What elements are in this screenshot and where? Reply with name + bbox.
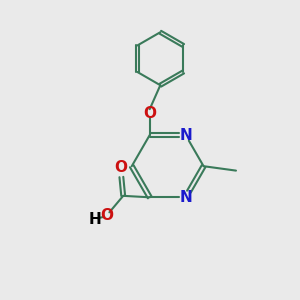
Text: O: O	[114, 160, 127, 175]
Text: N: N	[179, 190, 192, 205]
Text: O: O	[100, 208, 113, 224]
Text: H: H	[88, 212, 101, 227]
Text: O: O	[143, 106, 156, 121]
Text: N: N	[179, 128, 192, 142]
